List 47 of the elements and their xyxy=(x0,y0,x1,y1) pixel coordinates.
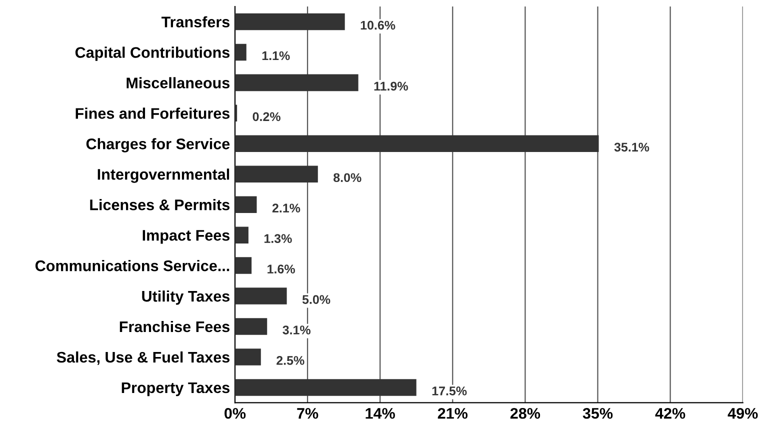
data-label: 8.0% xyxy=(334,173,362,182)
x-tick-label: 14% xyxy=(366,408,395,419)
bar xyxy=(234,13,345,30)
y-tick-label: Licenses & Permits xyxy=(90,199,230,210)
y-tick-label: Property Taxes xyxy=(122,382,230,396)
data-label: 2.5% xyxy=(276,356,304,365)
bar xyxy=(234,104,238,122)
data-label: 17.5% xyxy=(432,386,467,396)
x-tick-label: 0% xyxy=(224,408,246,419)
bar xyxy=(234,74,358,92)
x-tick-label: 35% xyxy=(582,408,613,419)
data-label: 2.1% xyxy=(272,204,300,212)
bar xyxy=(234,44,246,61)
y-tick-label: Charges for Service xyxy=(86,138,230,152)
data-label: 1.1% xyxy=(262,51,290,60)
bar xyxy=(234,318,268,335)
data-label: 1.6% xyxy=(268,264,295,274)
bar xyxy=(234,257,252,274)
y-tick-label: Capital Contributions xyxy=(75,46,230,61)
x-tick-label: 21% xyxy=(438,408,468,419)
bar xyxy=(234,135,599,152)
bar xyxy=(234,196,257,213)
bar xyxy=(234,288,287,304)
y-tick-label: Miscellaneous xyxy=(126,77,230,88)
x-tick-label: 28% xyxy=(510,408,540,419)
data-label: 11.9% xyxy=(374,82,408,91)
y-tick-label: Impact Fees xyxy=(142,230,230,244)
data-label: 1.3% xyxy=(264,234,292,244)
y-tick-label: Communications Service... xyxy=(35,260,230,272)
x-tick-label: 7% xyxy=(297,408,318,419)
y-tick-label: Fines and Forfeitures xyxy=(76,108,230,119)
data-label: 10.6% xyxy=(360,20,396,30)
y-tick-label: Franchise Fees xyxy=(120,320,230,332)
bar xyxy=(234,348,261,366)
data-label: 3.1% xyxy=(282,326,311,334)
y-tick-label: Transfers xyxy=(162,16,230,28)
data-label: 35.1% xyxy=(614,142,650,152)
bar xyxy=(234,166,318,182)
data-label: 0.2% xyxy=(252,112,280,122)
y-tick-label: Sales, Use & Fuel Taxes xyxy=(56,351,230,365)
y-tick-label: Utility Taxes xyxy=(142,290,230,305)
y-tick-label: Intergovernmental xyxy=(98,168,230,183)
bar xyxy=(234,379,416,396)
x-tick-label: 42% xyxy=(655,408,686,419)
x-tick-label: 49% xyxy=(728,408,758,419)
data-label: 5.0% xyxy=(302,295,330,304)
bar xyxy=(234,226,248,244)
